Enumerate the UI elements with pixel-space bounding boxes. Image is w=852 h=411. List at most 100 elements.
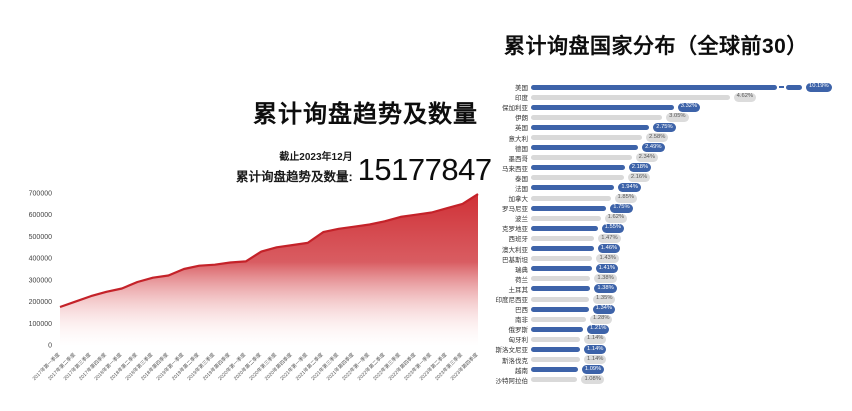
country-row: 斯洛文尼亚 1.14%: [488, 344, 832, 354]
country-row: 南非 1.28%: [488, 314, 832, 324]
value-pill: 1.35%: [593, 294, 616, 304]
svg-text:400000: 400000: [29, 256, 52, 263]
country-label: 斯洛文尼亚: [495, 347, 529, 355]
country-row: 印度尼西亚 1.35%: [488, 294, 832, 304]
country-label: 俄罗斯: [508, 327, 529, 335]
country-bar: [531, 114, 663, 120]
value-pill: 1.43%: [596, 254, 619, 264]
country-row: 土耳其 1.38%: [488, 284, 832, 294]
y-axis-ticks: 0 100000 200000 300000 400000 500000 600000 700…: [29, 191, 52, 350]
value-pill: 2.75%: [653, 122, 676, 132]
country-row: 瑞典 1.41%: [488, 264, 832, 274]
value-pill: 1.85%: [614, 193, 637, 203]
country-bar: [531, 124, 650, 130]
x-axis-ticks: 2017年第一季度2017年第二季度2017年第三季度2017年第四季度2018…: [31, 351, 479, 381]
value-pill: 3.05%: [666, 112, 689, 122]
country-bar: [531, 94, 730, 100]
country-label: 西班牙: [508, 236, 529, 244]
country-row: 墨西哥 2.34%: [488, 153, 832, 163]
country-row: 荷兰 1.38%: [488, 274, 832, 284]
country-label: 南非: [515, 317, 528, 325]
value-pill: 2.18%: [628, 163, 652, 173]
country-label: 荷兰: [515, 276, 528, 284]
country-row: 英国 2.75%: [488, 122, 832, 132]
svg-text:0: 0: [48, 343, 52, 350]
country-bar: [531, 256, 593, 262]
country-label: 瑞典: [515, 266, 528, 274]
value-pill: 10.19%: [806, 82, 832, 92]
country-row: 加拿大 1.85%: [488, 193, 832, 203]
country-bar: [531, 357, 581, 363]
country-label: 巴西: [515, 307, 528, 315]
area-line: [59, 193, 479, 309]
country-label: 美国: [515, 85, 528, 93]
svg-text:200000: 200000: [29, 299, 52, 306]
country-label: 越南: [515, 367, 528, 375]
value-pill: 1.28%: [590, 314, 613, 324]
country-label: 泰国: [515, 175, 528, 183]
country-bar: [531, 266, 592, 272]
value-pill: 2.16%: [627, 173, 651, 183]
value-pill: 1.38%: [594, 274, 617, 284]
value-pill: 1.62%: [604, 213, 628, 223]
value-pill: 1.14%: [584, 334, 607, 344]
country-row: 保加利亚 3.32%: [488, 102, 832, 112]
country-bar: [531, 155, 632, 161]
country-bar: [531, 296, 590, 302]
country-label: 墨西哥: [508, 155, 529, 163]
country-label: 巴基斯坦: [502, 256, 528, 264]
svg-text:500000: 500000: [29, 234, 52, 241]
country-bar: [531, 215, 601, 221]
country-row: 沙特阿拉伯 1.08%: [488, 375, 832, 385]
country-bar: [531, 246, 594, 252]
country-bar: [531, 235, 595, 241]
svg-text:100000: 100000: [29, 321, 52, 328]
country-label: 斯洛伐克: [502, 357, 528, 365]
country-row: 德国 2.49%: [488, 143, 832, 153]
country-row: 意大利 2.58%: [488, 132, 832, 143]
axis-break-icon: [779, 86, 784, 88]
country-label: 土耳其: [508, 286, 529, 294]
country-bar: [531, 145, 639, 151]
value-pill: 1.09%: [581, 365, 605, 375]
country-bar: [531, 276, 591, 282]
country-bar: [531, 306, 589, 312]
country-bar: [531, 104, 674, 110]
country-row: 法国 1.94%: [488, 183, 832, 193]
country-label: 匈牙利: [508, 337, 529, 345]
country-bar: [531, 84, 777, 90]
country-row: 巴西 1.34%: [488, 304, 832, 314]
country-row: 俄罗斯 1.21%: [488, 324, 832, 334]
country-row: 罗马尼亚 1.75%: [488, 203, 832, 213]
svg-text:600000: 600000: [29, 212, 52, 219]
country-row: 匈牙利 1.14%: [488, 334, 832, 344]
country-label: 德国: [515, 145, 528, 153]
value-pill: 1.94%: [618, 183, 641, 193]
country-label: 克罗地亚: [502, 226, 528, 234]
country-bar: [531, 195, 611, 201]
country-row: 西班牙 1.47%: [488, 233, 832, 243]
country-row: 澳大利亚 1.46%: [488, 244, 832, 254]
value-pill: 1.14%: [584, 355, 607, 365]
area-fill: [60, 194, 478, 345]
country-row: 波兰 1.62%: [488, 213, 832, 223]
value-pill: 2.34%: [635, 153, 659, 163]
country-row: 越南 1.09%: [488, 365, 832, 375]
value-pill: 1.41%: [595, 264, 619, 274]
country-bar: [531, 316, 587, 322]
country-row: 斯洛伐克 1.14%: [488, 355, 832, 365]
value-pill: 1.47%: [598, 233, 621, 243]
country-bar: [531, 135, 642, 141]
country-label: 法国: [515, 185, 528, 193]
value-pill: 1.55%: [601, 223, 625, 233]
country-bar: [531, 225, 598, 231]
value-pill: 2.58%: [645, 133, 669, 142]
country-row: 马来西亚 2.18%: [488, 163, 832, 173]
country-bar: [531, 185, 615, 191]
country-bar: [531, 286, 591, 292]
country-label: 意大利: [508, 135, 529, 143]
country-row: 克罗地亚 1.55%: [488, 223, 832, 233]
country-row: 美国 10.19%: [488, 82, 832, 92]
country-label: 保加利亚: [502, 105, 528, 113]
